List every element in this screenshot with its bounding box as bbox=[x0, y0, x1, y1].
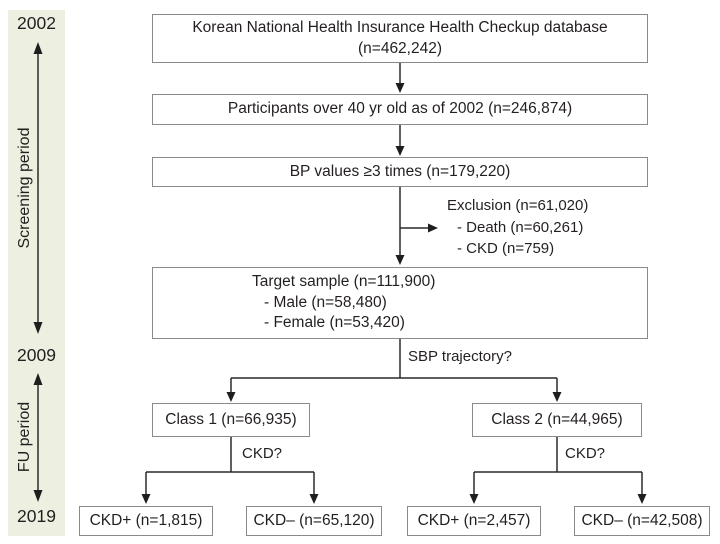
box-class2-text: Class 2 (n=44,965) bbox=[491, 410, 623, 428]
box-class2-ckd-positive: CKD+ (n=2,457) bbox=[407, 506, 541, 536]
box-target-sample-male: - Male (n=58,480) bbox=[264, 293, 387, 311]
box-target-sample: Target sample (n=111,900) - Male (n=58,4… bbox=[152, 267, 648, 339]
box-participants-over-40: Participants over 40 yr old as of 2002 (… bbox=[152, 94, 648, 125]
timeline-year-end: 2019 bbox=[17, 506, 56, 526]
screening-period-label: Screening period bbox=[16, 127, 33, 249]
box-class1-ckd-negative-text: CKD– (n=65,120) bbox=[253, 511, 375, 529]
box-class2-ckd-negative: CKD– (n=42,508) bbox=[574, 506, 710, 536]
box-database-count: (n=462,242) bbox=[357, 39, 443, 57]
box-class2-ckd-negative-text: CKD– (n=42,508) bbox=[581, 511, 703, 529]
timeline-sidebar bbox=[8, 10, 65, 536]
exclusion-ckd: - CKD (n=759) bbox=[457, 240, 555, 257]
timeline-year-mid: 2009 bbox=[17, 345, 56, 365]
exclusion-note: Exclusion (n=61,020) - Death (n=60,261) … bbox=[447, 195, 588, 260]
box-class2-ckd-positive-text: CKD+ (n=2,457) bbox=[417, 511, 531, 529]
sbp-trajectory-question: SBP trajectory? bbox=[408, 348, 512, 365]
box-class1-ckd-positive-text: CKD+ (n=1,815) bbox=[89, 511, 203, 529]
box-class1-ckd-positive: CKD+ (n=1,815) bbox=[79, 506, 213, 536]
box-class1: Class 1 (n=66,935) bbox=[152, 403, 310, 437]
box-target-sample-line1: Target sample (n=111,900) bbox=[252, 272, 436, 290]
box-class1-text: Class 1 (n=66,935) bbox=[165, 410, 297, 428]
ckd-question-class2: CKD? bbox=[565, 445, 606, 462]
ckd-question-class1: CKD? bbox=[242, 445, 283, 462]
box-bp-values: BP values ≥3 times (n=179,220) bbox=[152, 157, 648, 187]
box-bp-values-text: BP values ≥3 times (n=179,220) bbox=[289, 162, 511, 180]
exclusion-title: Exclusion (n=61,020) bbox=[447, 197, 589, 214]
box-class2: Class 2 (n=44,965) bbox=[472, 403, 642, 437]
box-database-line1: Korean National Health Insurance Health … bbox=[192, 18, 608, 36]
box-participants-over-40-text: Participants over 40 yr old as of 2002 (… bbox=[227, 100, 573, 118]
box-class1-ckd-negative: CKD– (n=65,120) bbox=[246, 506, 382, 536]
exclusion-death: - Death (n=60,261) bbox=[457, 218, 584, 236]
box-target-sample-female: - Female (n=53,420) bbox=[264, 314, 405, 332]
box-database: Korean National Health Insurance Health … bbox=[152, 14, 648, 63]
timeline-year-start: 2002 bbox=[17, 13, 56, 33]
fu-period-label: FU period bbox=[16, 401, 33, 473]
